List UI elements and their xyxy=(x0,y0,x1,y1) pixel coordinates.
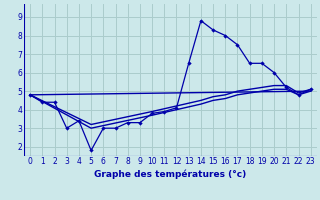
X-axis label: Graphe des températures (°c): Graphe des températures (°c) xyxy=(94,169,246,179)
